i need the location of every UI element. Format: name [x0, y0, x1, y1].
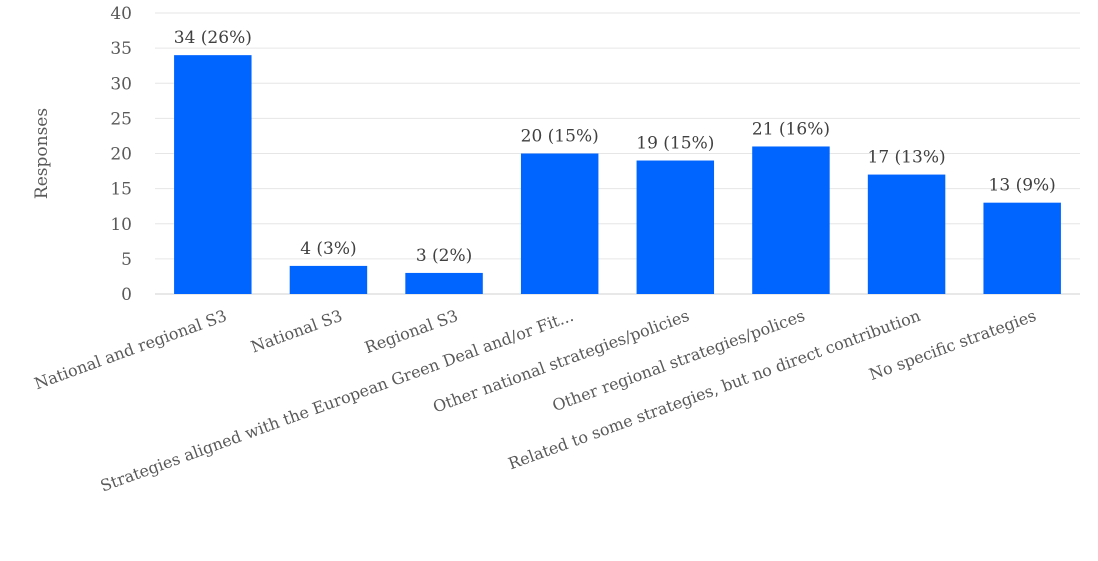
y-tick-label: 30: [110, 74, 132, 94]
y-tick-label: 20: [110, 145, 132, 165]
data-labels: 34 (26%) 4 (3%) 3 (2%) 20 (15%) 19 (15%) 21 (…: [174, 28, 1056, 266]
data-label: 17 (13%): [868, 148, 946, 168]
bar: [867, 174, 946, 294]
x-category-label: National and regional S3: [32, 306, 229, 393]
data-label: 20 (15%): [521, 127, 599, 147]
data-label: 13 (9%): [989, 176, 1056, 196]
y-axis-title: Responses: [32, 108, 52, 199]
bars: [174, 55, 1061, 295]
data-label: 3 (2%): [416, 246, 472, 266]
data-label: 4 (3%): [300, 239, 356, 259]
x-category-label: Regional S3: [362, 306, 460, 357]
bar: [174, 55, 252, 295]
y-axis-ticks: 0 5 10 15 20 25 30 35 40: [110, 4, 132, 305]
bar: [752, 146, 830, 294]
x-axis-category-labels: National and regional S3 National S3 Regio…: [32, 306, 1039, 496]
data-label: 21 (16%): [752, 119, 830, 139]
y-tick-label: 40: [110, 4, 132, 24]
data-label: 34 (26%): [174, 28, 252, 48]
data-label: 19 (15%): [636, 134, 714, 154]
y-tick-label: 10: [110, 215, 132, 235]
y-tick-label: 15: [110, 180, 132, 200]
y-tick-label: 25: [110, 109, 132, 129]
bar: [405, 272, 483, 294]
gridlines: [155, 12, 1080, 295]
y-tick-label: 0: [121, 285, 132, 305]
y-tick-label: 5: [121, 250, 132, 270]
bar: [520, 153, 599, 294]
bar: [636, 160, 715, 294]
bar: [289, 265, 368, 294]
y-tick-label: 35: [110, 39, 132, 59]
bar: [983, 202, 1061, 294]
x-category-label: National S3: [248, 306, 345, 357]
